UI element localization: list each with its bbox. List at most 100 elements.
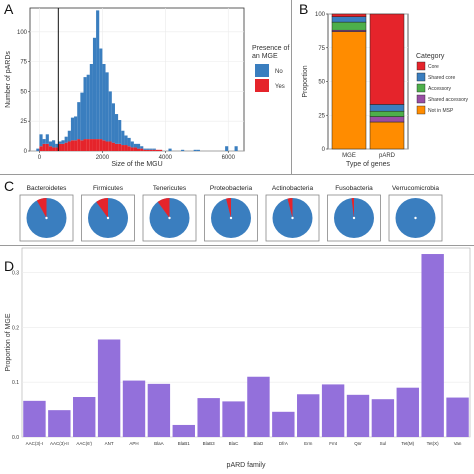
chart-a-bar-yes [105,141,109,151]
chart-c-pie-title: Actinobacteria [272,185,314,192]
chart-d-bar [297,394,320,437]
chart-b: 0 25 50 75 100 MGE pARD Type of genes Proportion… [302,12,469,168]
chart-b-ylabel: Proportion [302,65,309,97]
chart-b-legend-label: Core [428,64,439,70]
chart-a-bar-no [168,148,172,151]
chart-b-bar-segment [331,13,367,17]
chart-d-xtick-label: Erm [304,441,313,446]
chart-c-pie-title: Fusobacteria [335,185,373,192]
chart-a-bar-no [52,140,56,148]
chart-a-bar-yes [111,142,115,151]
chart-c-pie-center [45,216,48,220]
chart-c-pie-center [414,216,417,220]
chart-a-xtick-label: 0 [38,155,42,161]
divider-horizontal-top [0,174,474,175]
chart-a-bar-no [196,149,200,151]
chart-d-bar [122,380,146,437]
chart-d-xtick-label: BlaB3 [203,441,216,446]
chart-a-bar-no [92,37,97,140]
divider-vertical-top [291,0,292,174]
chart-d-bar [73,397,96,437]
chart-d-xtick-label: BlaC [229,441,240,446]
chart-b-bar-segment [369,121,405,150]
chart-a-bar-yes [102,140,106,151]
chart-d-bar [247,376,270,437]
chart-c-pie-title: Firmicutes [93,185,124,192]
chart-b-legend-swatch [416,94,426,104]
chart-d-xtick-label: Qnr [354,441,362,446]
chart-a-bar-yes [52,147,56,151]
chart-a-bar-no [58,141,62,144]
chart-b-legend-title: Category [416,53,445,60]
chart-b-legend-swatch [416,72,426,82]
chart-d-ytick-label: 0.2 [12,325,19,331]
chart-a-bar-no [70,117,75,141]
chart-b-legend-swatch [416,83,426,93]
chart-a-bar-yes [155,149,160,151]
chart-a-bar-yes [108,141,112,151]
chart-d-ylabel: Proportion of MGE [5,313,12,371]
chart-d-xtick-label: AAC(6') [76,441,92,446]
chart-a-bar-no [48,141,53,147]
chart-d-bar [97,339,121,437]
chart-d-bar [272,411,295,437]
chart-b-legend-swatch [416,105,426,115]
chart-a-bar-yes [124,145,128,151]
chart-a-bar-yes [80,140,84,151]
chart-c-pie-center [106,216,110,220]
chart-a-legend-title: Presence of [252,45,289,52]
chart-a-bar-yes [127,146,131,151]
chart-a-bar-yes [146,149,150,151]
chart-a-bar-yes [39,146,43,151]
chart-d-ytick-label: 0.3 [12,271,19,277]
chart-b-xtick-label: MGE [342,153,356,159]
chart-a-bar-yes [86,139,90,151]
chart-a-bar-yes [58,143,62,151]
chart-a-bar-yes [114,143,119,151]
chart-d-xtick-label: ANT [105,441,114,446]
chart-a-bar-no [130,141,134,148]
chart-a-plot-area [29,7,245,152]
chart-a-bar-yes [152,149,156,151]
chart-a-bar-yes [92,139,97,151]
chart-a-bar-no [99,48,103,140]
chart-a-bar-no [111,103,115,143]
chart-a: 0 25 50 75 100 0 2000 4000 6000 Size of the MGU Nu… [5,7,289,168]
chart-d-bar [421,254,444,437]
chart-d-bar [346,394,370,437]
chart-a-bar-yes [143,149,147,151]
chart-d-bar [321,384,345,437]
chart-a-ytick-label: 100 [17,30,28,36]
chart-a-bar-no [146,148,150,150]
chart-d-xtick-label: Van [454,441,462,446]
chart-b-bar-segment [369,116,405,123]
chart-a-bar-no [42,139,46,144]
chart-a-bar-no [124,135,128,146]
chart-a-bar-no [61,140,65,144]
chart-a-bar-no [140,146,144,149]
chart-d-xtick-label: AAC(3)-I [26,441,44,446]
chart-d: 0.0 0.1 0.2 0.3 AAC(3)-I AAC(3)-II AAC(6') ANT A… [5,247,471,469]
chart-b-legend-label: Accessory [428,86,452,92]
chart-d-bar [222,401,245,437]
chart-d-bar [48,410,71,437]
chart-c-pie-title: Proteobacteria [210,185,253,192]
chart-d-xtick-label: Sul [380,441,387,446]
chart-c-pie-slice-yes [226,198,231,218]
panel-label-b: B [299,1,309,17]
chart-c-pie-center [229,216,233,220]
chart-a-bar-yes [121,145,125,151]
chart-b-xtick-label: pARD [379,153,396,159]
chart-a-bar-no [108,91,112,142]
chart-a-bar-no [80,92,84,141]
chart-b-ytick-label: 75 [318,46,325,52]
chart-d-xtick-label: BlaB1 [178,441,191,446]
chart-a-bar-no [74,116,78,141]
chart-a-bar-no [234,146,238,151]
chart-b-legend-label: Shared core [428,75,455,81]
chart-a-bar-no [143,148,147,150]
chart-c-pie-title: Verrucomicrobia [392,185,439,192]
chart-a-bar-yes [61,143,65,151]
chart-d-xtick-label: AAC(3)-II [50,441,69,446]
